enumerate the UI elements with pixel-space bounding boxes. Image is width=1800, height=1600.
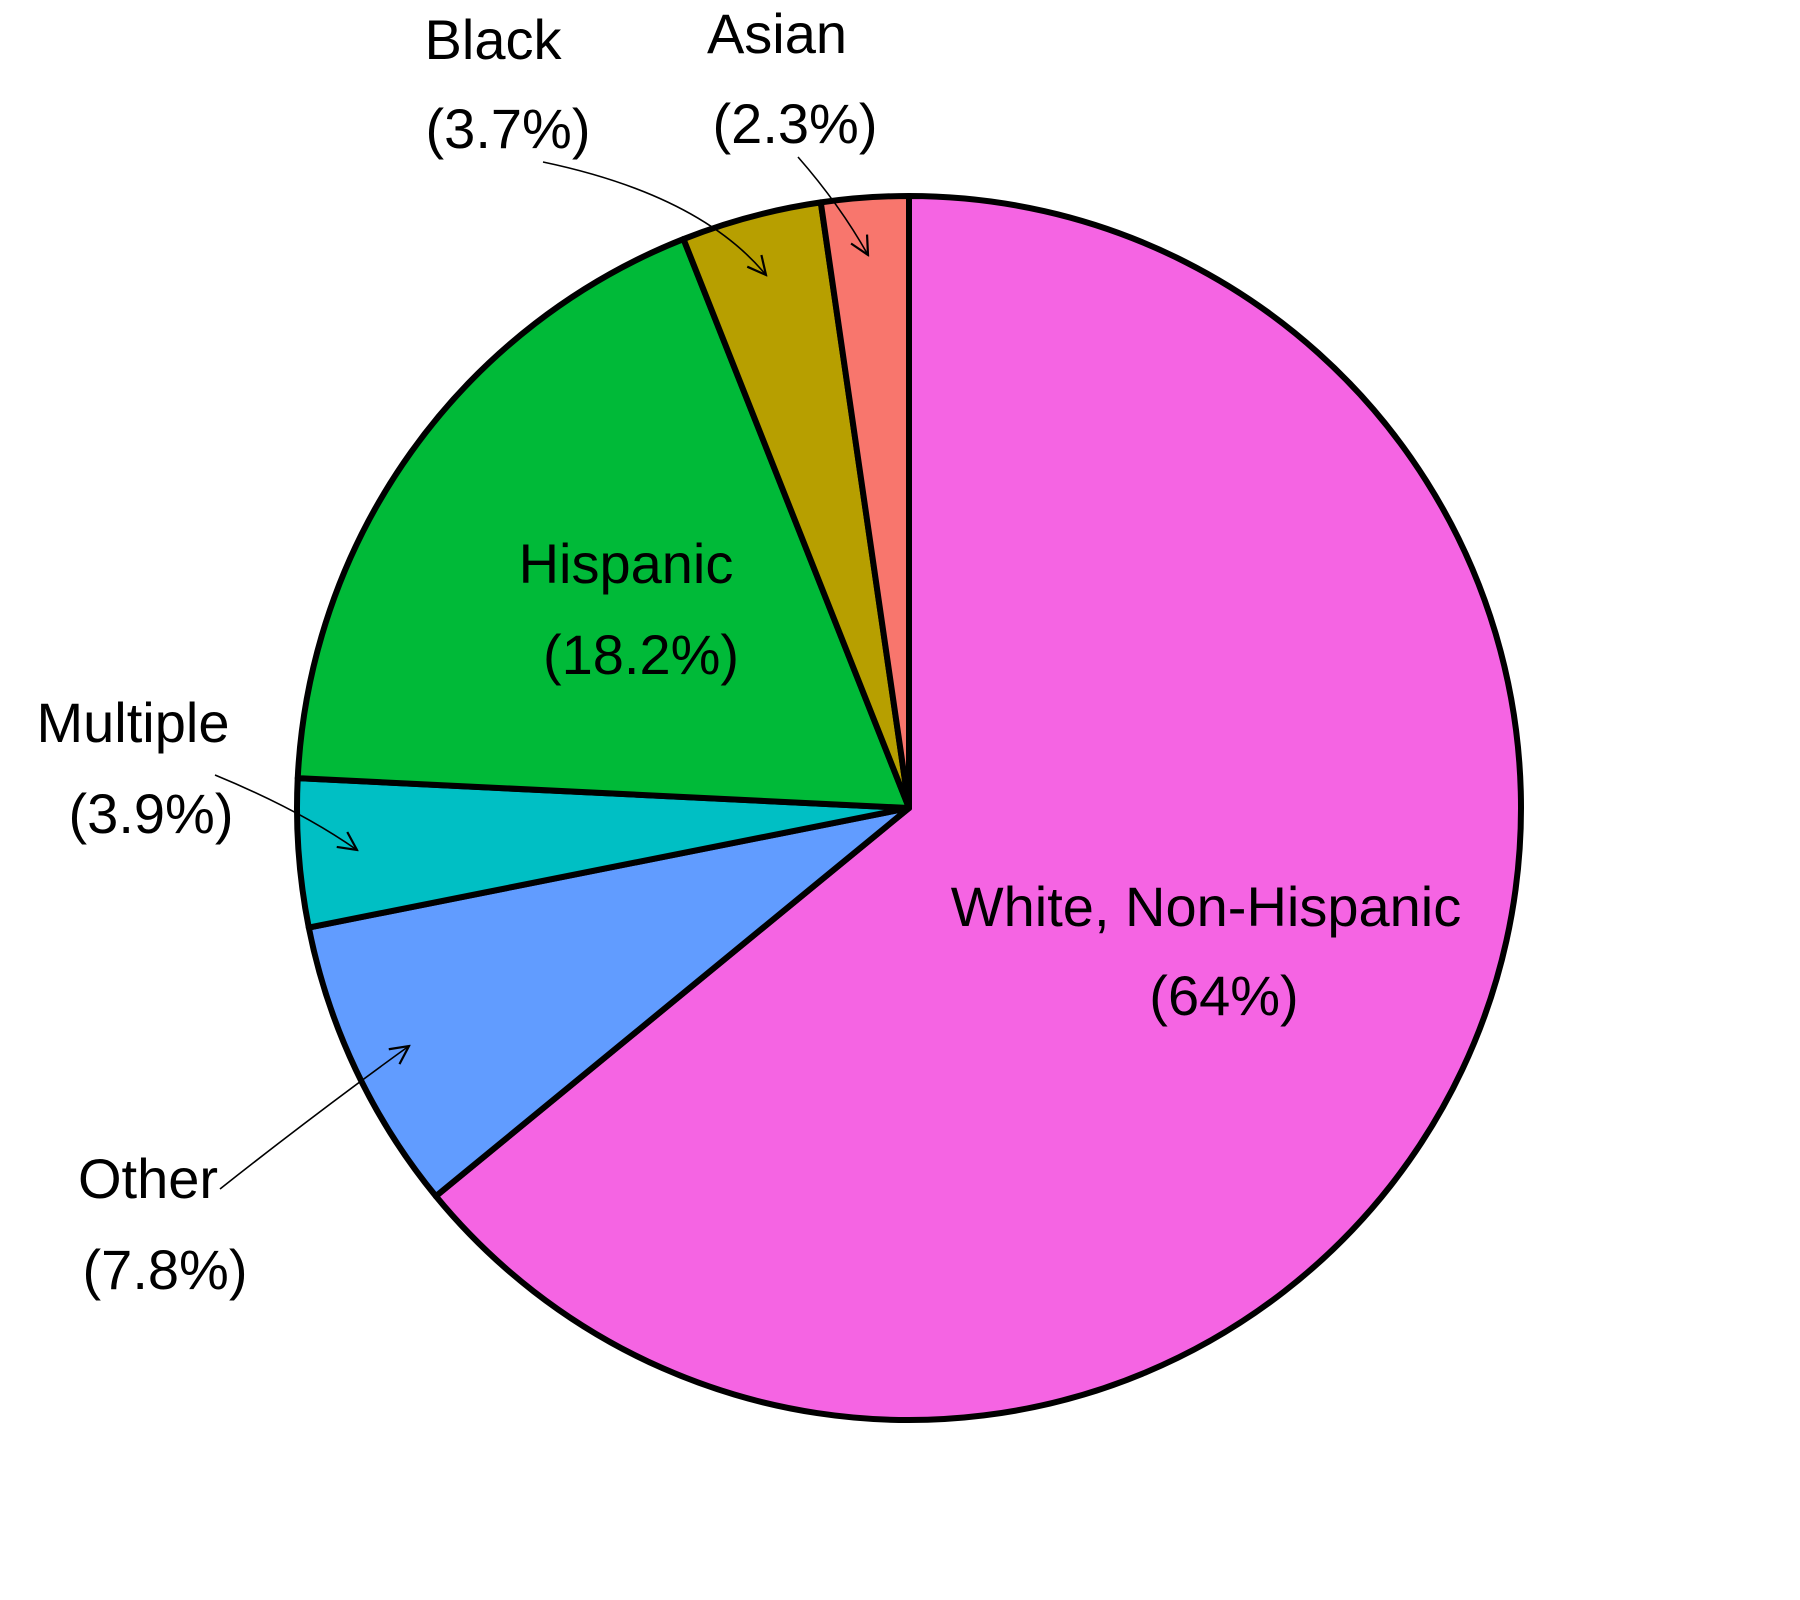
labels: White, Non-Hispanic (64%) Other (7.8%) Multi… bbox=[37, 2, 1462, 1301]
slice-label: Hispanic bbox=[519, 532, 734, 595]
slice-label: Other bbox=[78, 1147, 218, 1210]
slice-value-label: (7.8%) bbox=[83, 1238, 248, 1301]
label-arrow bbox=[542, 161, 766, 275]
label-arrow bbox=[219, 1046, 409, 1190]
slice-value-label: (64%) bbox=[1149, 964, 1298, 1027]
pie-slice bbox=[305, 805, 912, 1200]
slice-value-label: (3.7%) bbox=[426, 97, 591, 160]
pie-slice bbox=[294, 236, 912, 811]
slice-value-label: (18.2%) bbox=[543, 623, 739, 686]
slice-value-label: (3.9%) bbox=[69, 782, 234, 845]
label-arrow bbox=[214, 774, 357, 850]
pie-slice bbox=[432, 193, 1524, 1423]
slice-label: Asian bbox=[707, 2, 847, 65]
slice-label: Multiple bbox=[37, 691, 230, 754]
pie bbox=[294, 193, 1524, 1423]
slice-value-label: (2.3%) bbox=[713, 92, 878, 155]
label-arrow bbox=[797, 156, 868, 255]
slice-label: White, Non-Hispanic bbox=[951, 875, 1461, 938]
slice-label: Black bbox=[425, 8, 563, 71]
pie-slice bbox=[817, 193, 912, 811]
